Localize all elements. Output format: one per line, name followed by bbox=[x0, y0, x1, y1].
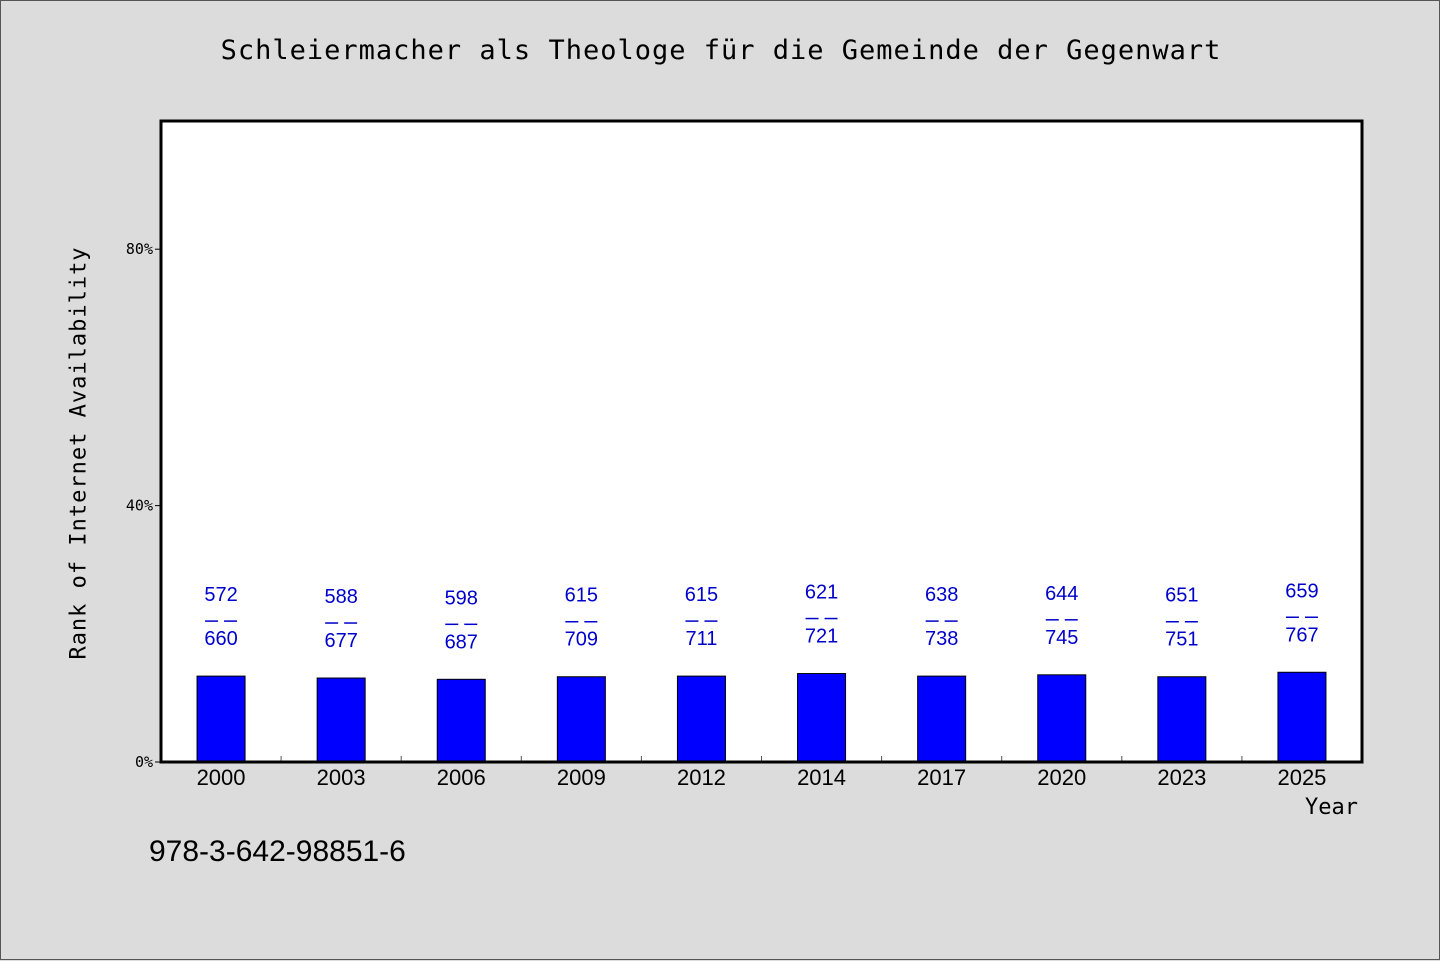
x-axis-label: Year bbox=[1305, 795, 1358, 820]
y-tick-label: 0% bbox=[135, 753, 153, 771]
bar-label-high: 767 bbox=[1285, 624, 1318, 646]
bar-label-low: 588 bbox=[324, 586, 357, 608]
bar bbox=[316, 677, 366, 763]
bar-label-high: 745 bbox=[1045, 627, 1078, 649]
bar bbox=[436, 678, 486, 763]
y-tick-label: 80% bbox=[126, 240, 153, 258]
x-tick-label: 2020 bbox=[1037, 765, 1086, 790]
bar-label-low: 659 bbox=[1285, 580, 1318, 602]
bar-label-high: 660 bbox=[204, 628, 237, 650]
x-tick-label: 2025 bbox=[1277, 765, 1326, 790]
x-tick-label: 2003 bbox=[317, 765, 366, 790]
chart-title: Schleiermacher als Theologe für die Geme… bbox=[220, 35, 1222, 66]
bar-label-high: 687 bbox=[445, 631, 478, 653]
plot-frame bbox=[159, 119, 1364, 764]
x-tick-label: 2009 bbox=[557, 765, 606, 790]
x-tick-label: 2012 bbox=[677, 765, 726, 790]
plot-area bbox=[161, 121, 1362, 762]
bar-label-low: 572 bbox=[204, 584, 237, 606]
bar bbox=[1037, 674, 1087, 763]
x-tick-label: 2017 bbox=[917, 765, 966, 790]
bar-label-high: 721 bbox=[805, 626, 838, 648]
x-tick-label: 2000 bbox=[197, 765, 246, 790]
bar-label-low: 598 bbox=[445, 587, 478, 609]
x-tick-label: 2006 bbox=[437, 765, 486, 790]
bar-label-low: 644 bbox=[1045, 583, 1078, 605]
bar bbox=[676, 675, 726, 763]
x-tick-label: 2023 bbox=[1157, 765, 1206, 790]
bar bbox=[917, 675, 967, 763]
bar-label-high: 751 bbox=[1165, 629, 1198, 651]
bar-label-low: 651 bbox=[1165, 585, 1198, 607]
bar-label-high: 677 bbox=[324, 630, 357, 652]
x-tick-label: 2014 bbox=[797, 765, 846, 790]
bar-label-high: 711 bbox=[686, 628, 718, 650]
bar bbox=[196, 675, 246, 763]
bar bbox=[797, 673, 847, 763]
bar-label-low: 615 bbox=[565, 585, 598, 607]
bar-label-low: 638 bbox=[925, 584, 958, 606]
bar-label-high: 709 bbox=[565, 629, 598, 651]
bar-label-high: 738 bbox=[925, 628, 958, 650]
bar-label-low: 615 bbox=[685, 584, 718, 606]
bar bbox=[556, 676, 606, 763]
bar bbox=[1277, 671, 1327, 763]
isbn-label: 978-3-642-98851-6 bbox=[149, 835, 406, 868]
bar-label-low: 621 bbox=[805, 582, 838, 604]
y-tick-label: 40% bbox=[126, 497, 153, 515]
bar bbox=[1157, 676, 1207, 763]
